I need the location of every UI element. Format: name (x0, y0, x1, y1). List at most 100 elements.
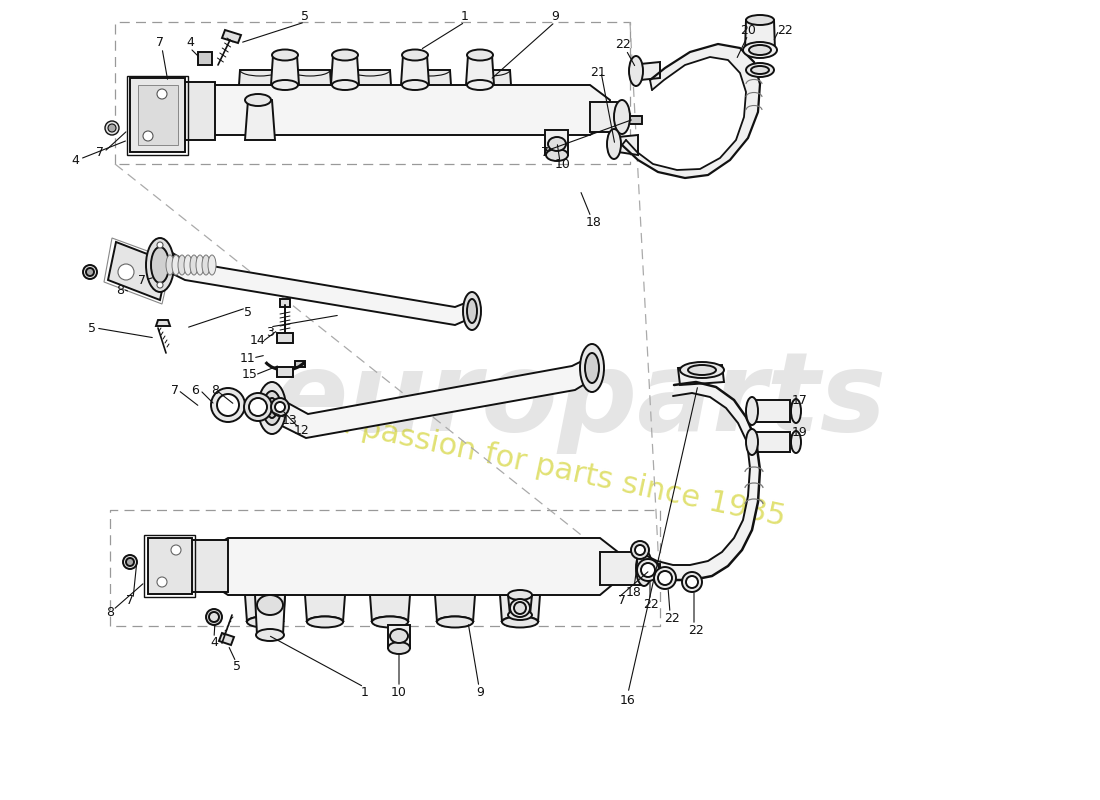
Text: 12: 12 (294, 423, 310, 437)
Polygon shape (752, 432, 790, 452)
Text: 4: 4 (186, 37, 194, 50)
Ellipse shape (332, 80, 358, 90)
Text: 18: 18 (586, 215, 602, 229)
Ellipse shape (256, 629, 284, 641)
Polygon shape (185, 82, 214, 140)
Text: 9: 9 (476, 686, 484, 698)
Ellipse shape (631, 541, 649, 559)
Circle shape (118, 264, 134, 280)
Text: 16: 16 (620, 694, 636, 706)
Circle shape (206, 609, 222, 625)
Polygon shape (590, 102, 618, 132)
Ellipse shape (258, 382, 286, 434)
Text: 13: 13 (282, 414, 298, 426)
Polygon shape (255, 595, 285, 635)
Polygon shape (219, 633, 234, 645)
Circle shape (123, 555, 138, 569)
Text: 7: 7 (138, 274, 146, 286)
Polygon shape (648, 564, 660, 576)
Ellipse shape (686, 576, 698, 588)
Polygon shape (600, 552, 640, 585)
Polygon shape (628, 116, 642, 124)
Polygon shape (245, 595, 285, 622)
Polygon shape (752, 400, 790, 422)
Ellipse shape (468, 299, 477, 323)
Text: 5: 5 (233, 661, 241, 674)
Ellipse shape (746, 15, 774, 25)
Ellipse shape (463, 292, 481, 330)
Ellipse shape (211, 388, 245, 422)
Polygon shape (402, 55, 429, 85)
Ellipse shape (178, 255, 186, 275)
Text: 7: 7 (126, 594, 134, 606)
Polygon shape (331, 55, 359, 85)
Polygon shape (370, 595, 410, 622)
Polygon shape (288, 70, 332, 100)
Polygon shape (108, 242, 168, 300)
Polygon shape (348, 70, 392, 100)
Ellipse shape (151, 247, 169, 283)
Ellipse shape (184, 255, 192, 275)
Polygon shape (222, 30, 241, 43)
Ellipse shape (248, 617, 283, 627)
Ellipse shape (510, 599, 530, 617)
Ellipse shape (580, 344, 604, 392)
Ellipse shape (172, 255, 180, 275)
Text: 7: 7 (96, 146, 104, 158)
Ellipse shape (502, 617, 538, 627)
Ellipse shape (746, 397, 758, 425)
Ellipse shape (514, 602, 526, 614)
Circle shape (157, 282, 163, 288)
Ellipse shape (742, 42, 777, 58)
Ellipse shape (263, 391, 280, 425)
Ellipse shape (245, 94, 271, 106)
Polygon shape (130, 78, 185, 152)
Polygon shape (305, 595, 345, 622)
Ellipse shape (629, 56, 644, 86)
Ellipse shape (402, 80, 428, 90)
Circle shape (157, 577, 167, 587)
Ellipse shape (749, 45, 771, 55)
Circle shape (143, 131, 153, 141)
Ellipse shape (614, 100, 630, 134)
Polygon shape (466, 55, 494, 85)
Ellipse shape (682, 572, 702, 592)
Ellipse shape (508, 610, 532, 620)
Ellipse shape (746, 63, 774, 77)
Text: 7: 7 (156, 37, 164, 50)
Text: 1: 1 (461, 10, 469, 23)
Polygon shape (508, 595, 532, 615)
Text: 7: 7 (541, 146, 549, 158)
Circle shape (209, 612, 219, 622)
Ellipse shape (208, 255, 216, 275)
Polygon shape (678, 365, 724, 385)
Ellipse shape (658, 571, 672, 585)
Text: 5: 5 (88, 322, 96, 334)
Ellipse shape (654, 567, 676, 589)
Ellipse shape (217, 394, 239, 416)
Text: 21: 21 (590, 66, 606, 78)
Ellipse shape (746, 429, 758, 455)
Text: 18: 18 (626, 586, 642, 599)
Polygon shape (156, 320, 170, 326)
Text: 4: 4 (210, 637, 218, 650)
Ellipse shape (307, 617, 343, 627)
Polygon shape (621, 44, 760, 178)
Polygon shape (192, 540, 228, 592)
Polygon shape (155, 247, 478, 325)
Ellipse shape (372, 617, 408, 627)
Ellipse shape (166, 255, 174, 275)
Polygon shape (295, 361, 305, 367)
Ellipse shape (267, 398, 277, 418)
Ellipse shape (249, 398, 267, 416)
Ellipse shape (548, 137, 566, 151)
Polygon shape (408, 70, 452, 100)
Ellipse shape (271, 398, 289, 416)
Text: 10: 10 (556, 158, 571, 171)
Ellipse shape (196, 255, 204, 275)
Ellipse shape (190, 255, 198, 275)
Ellipse shape (272, 80, 298, 90)
Text: 17: 17 (792, 394, 807, 406)
Polygon shape (205, 538, 618, 595)
Text: 9: 9 (551, 10, 559, 23)
